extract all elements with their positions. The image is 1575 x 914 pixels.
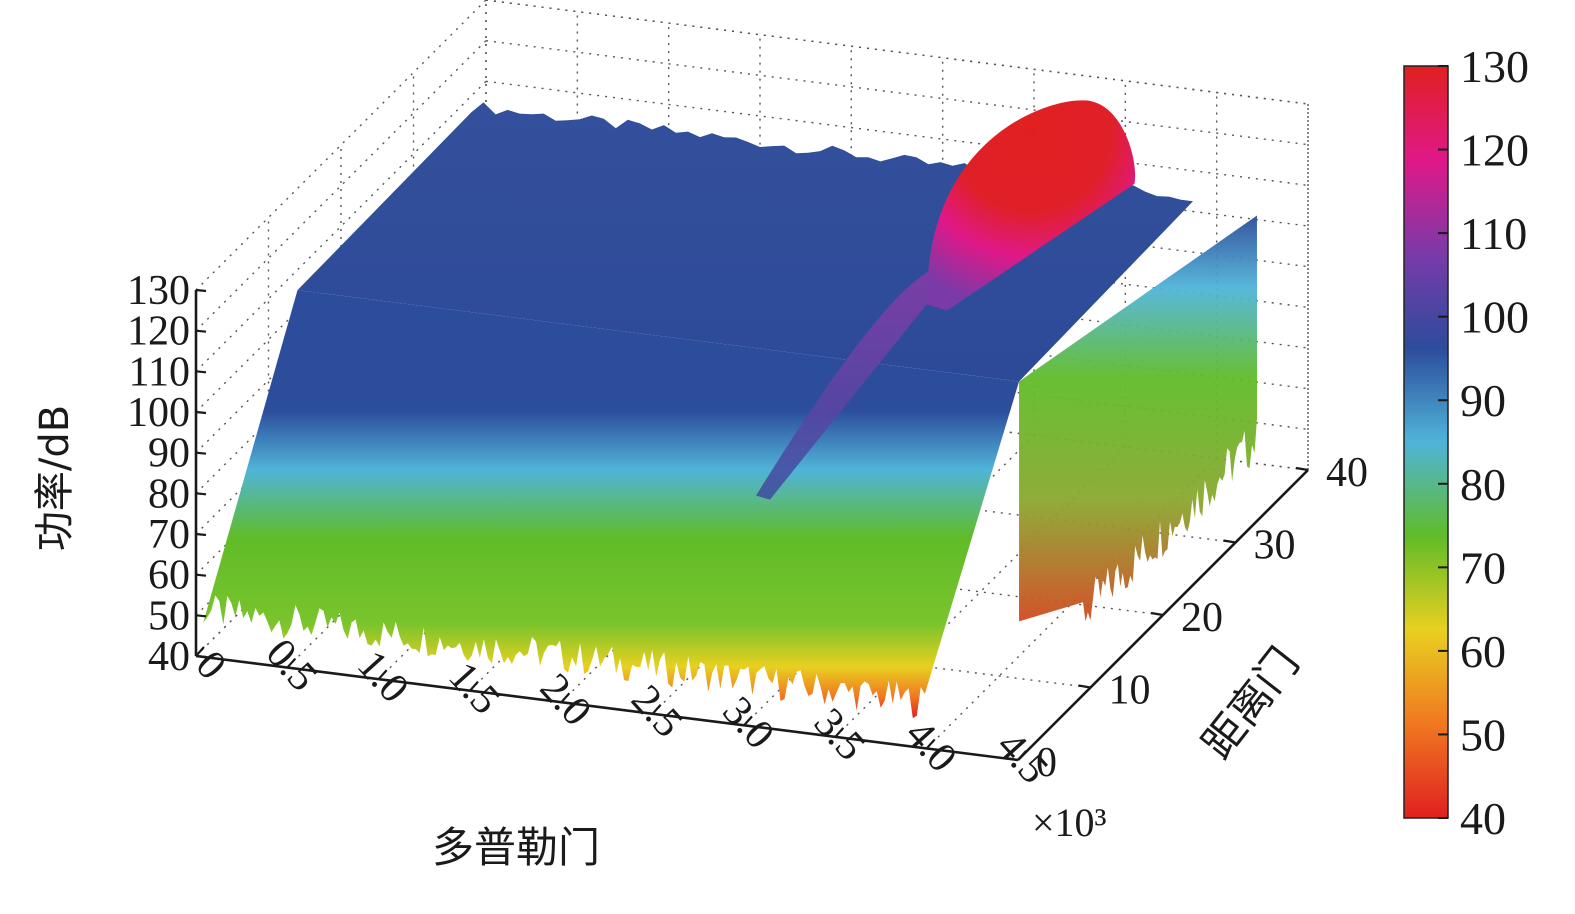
z-axis-tick <box>195 329 207 333</box>
colorbar-tick-label: 100 <box>1460 292 1529 343</box>
z-axis-tick <box>195 654 207 659</box>
surface-plot <box>203 100 1257 719</box>
y-axis-tick <box>1150 611 1164 617</box>
x-axis-tick <box>651 704 662 715</box>
x-tick-label: 0.5 <box>257 630 326 700</box>
x-tick-label: 3.0 <box>713 688 782 758</box>
z-tick-label: 70 <box>148 512 190 558</box>
z-tick-label: 80 <box>148 471 190 517</box>
y-tick-label: 20 <box>1181 595 1223 641</box>
x-axis-tick <box>1017 750 1027 761</box>
x-tick-label: 4.0 <box>896 711 965 781</box>
z-axis-tick <box>195 370 207 374</box>
z-axis-tick <box>195 614 207 618</box>
x-axis-tick <box>560 692 571 703</box>
x-tick-label: 1.5 <box>439 654 508 724</box>
x-tick-label: 3.5 <box>805 700 874 770</box>
z-axis-tick <box>195 288 207 293</box>
z-tick-label: 100 <box>127 390 190 436</box>
colorbar: 40 50 60 70 80 90 100 110 120 130 <box>1403 41 1529 844</box>
x-axis-tick <box>469 680 479 692</box>
z-tick-label: 60 <box>148 553 190 599</box>
colorbar-tick-label: 110 <box>1460 208 1527 259</box>
y-axis-tick <box>1223 539 1236 544</box>
secondary-ridge <box>755 266 955 500</box>
x-axis-tick <box>377 669 388 680</box>
colorbar-tick-label: 120 <box>1460 125 1529 176</box>
x-axis-tick <box>925 738 936 750</box>
x-tick-label: 0 <box>187 642 235 688</box>
z-axis-tick <box>195 451 207 455</box>
z-tick-label: 120 <box>127 309 190 355</box>
x-axis-tick <box>286 657 297 669</box>
y-axis-label: 距离门 <box>1192 638 1308 767</box>
colorbar-tick-label: 40 <box>1460 793 1506 844</box>
y-tick-label: 40 <box>1326 450 1368 496</box>
colorbar-tick-label: 70 <box>1460 542 1506 593</box>
x-tick-label: 2.0 <box>531 665 600 735</box>
y-axis-tick <box>1078 684 1091 689</box>
x-axis-line <box>195 654 1019 762</box>
y-tick-label: 10 <box>1109 668 1151 714</box>
x-axis-tick <box>743 715 753 727</box>
z-axis-label: 功率/dB <box>32 405 78 551</box>
y-axis-tick <box>1295 466 1309 472</box>
y-tick-label: 30 <box>1254 523 1296 569</box>
surface-side <box>1019 215 1257 622</box>
colorbar-tick-label: 60 <box>1460 626 1506 677</box>
z-axis-tick <box>195 410 207 415</box>
z-tick-label: 90 <box>148 431 190 477</box>
colorbar-tick-label: 80 <box>1460 459 1506 510</box>
surface-front <box>203 290 1020 719</box>
z-tick-label: 130 <box>127 268 190 314</box>
z-tick-label: 50 <box>148 593 190 639</box>
x-tick-label: 2.5 <box>622 677 691 747</box>
z-axis-tick <box>195 573 207 577</box>
x-axis-tick <box>834 727 845 738</box>
y-axis-tick <box>1005 756 1019 762</box>
z-axis-tick <box>195 532 207 537</box>
colorbar-strip <box>1403 65 1449 819</box>
z-tick-label: 40 <box>148 634 190 680</box>
x-axis-label: 多普勒门 <box>432 823 600 872</box>
colorbar-tick-label: 90 <box>1460 375 1506 426</box>
x-tick-label: 1.0 <box>348 642 417 712</box>
x-axis-tick <box>195 646 205 657</box>
colorbar-tick-label: 130 <box>1460 41 1529 92</box>
x-axis-multiplier: ×10³ <box>1032 800 1107 845</box>
main-peak <box>927 100 1136 311</box>
y-tick-label: 0 <box>1036 740 1057 786</box>
z-axis-tick <box>195 492 207 496</box>
z-tick-label: 110 <box>129 349 190 395</box>
colorbar-tick-label: 50 <box>1460 709 1506 760</box>
grid-line <box>485 0 1309 105</box>
